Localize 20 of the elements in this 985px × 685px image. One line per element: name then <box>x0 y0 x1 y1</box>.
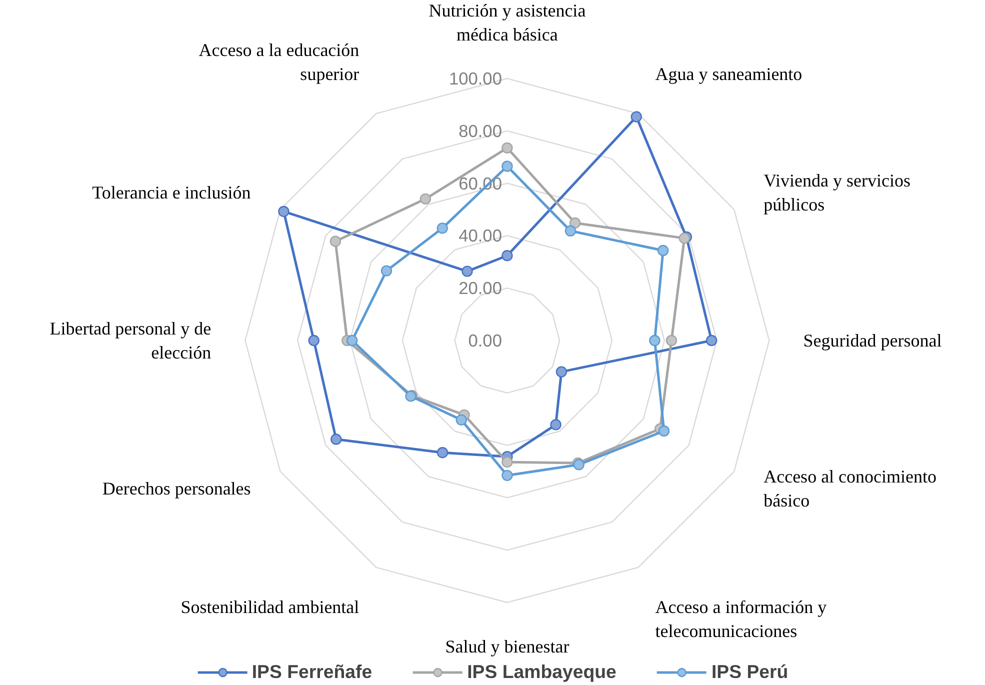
legend-label: IPS Perú <box>711 661 788 683</box>
legend-label: IPS Ferreñafe <box>252 661 372 683</box>
spoke-label: Sostenibilidad ambiental <box>180 596 360 617</box>
spoke-label: Vivienda y servicios públicos <box>764 170 910 214</box>
spoke-label: Libertad personal y de elección <box>50 318 212 362</box>
spoke-label: Salud y bienestar <box>445 636 570 657</box>
spoke-label: Acceso a información y telecomunicaciones <box>655 596 827 641</box>
spoke-label: Seguridad personal <box>803 330 942 350</box>
legend-label: IPS Lambayeque <box>467 661 616 683</box>
y-tick-label: 80.00 <box>458 120 502 141</box>
spoke-label: Nutrición y asistencia médica básica <box>428 0 586 44</box>
y-tick-label: 40.00 <box>458 226 502 246</box>
spoke-label: Agua y saneamiento <box>655 64 802 84</box>
spoke-label: Tolerancia e inclusión <box>92 182 251 202</box>
spoke-label: Derechos personales <box>102 478 251 499</box>
spoke-label: Acceso a la educación superior <box>198 40 360 84</box>
y-tick-label: 100.00 <box>448 68 502 88</box>
y-tick-label: 0.00 <box>468 330 502 350</box>
spoke-label: Acceso al conocimiento básico <box>764 466 937 511</box>
y-tick-label: 20.00 <box>458 278 502 298</box>
